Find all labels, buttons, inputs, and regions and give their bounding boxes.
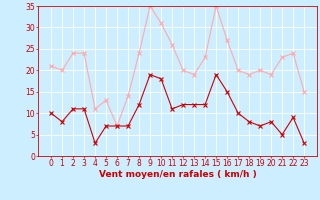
X-axis label: Vent moyen/en rafales ( km/h ): Vent moyen/en rafales ( km/h ) [99, 170, 256, 179]
